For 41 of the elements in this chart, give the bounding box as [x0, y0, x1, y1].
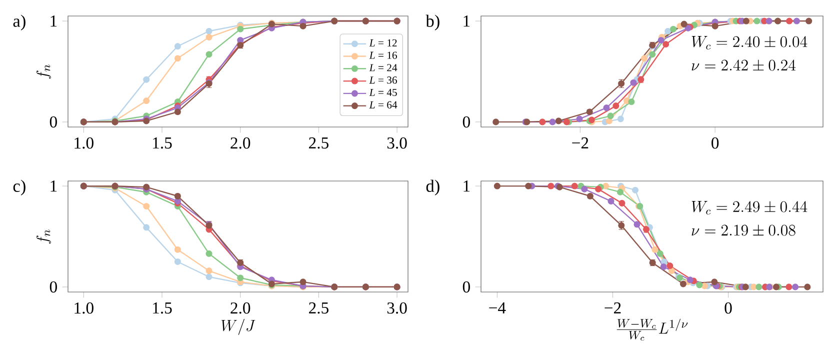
x-tick-label: 1.0: [74, 137, 94, 149]
x-tick-label: 3.0: [387, 137, 407, 149]
legend-label: L = 45: [369, 88, 397, 96]
chart-title: d): [426, 180, 440, 196]
x-tick-label: 1.5: [153, 302, 172, 314]
y-tick-label: 1: [464, 16, 470, 27]
x-axis-title: $\frac{W-W_c}{W_c}L^{1/\nu}$: [616, 318, 688, 341]
x-tick-label: 0: [712, 137, 719, 149]
chart-title: c): [13, 180, 26, 196]
x-tick-label: 1.0: [74, 302, 94, 314]
x-tick-label: 2.5: [309, 137, 328, 149]
x-tick-label: 2.5: [309, 302, 328, 314]
legend-label: L = 12: [369, 39, 397, 46]
x-tick-label: −2: [572, 137, 588, 148]
x-tick-label: 2.0: [230, 137, 250, 149]
y-tick-label: 0: [50, 281, 57, 293]
legend-label: L = 36: [369, 76, 397, 84]
annotation: $W_c = 2.40 \pm 0.04$: [692, 36, 808, 50]
y-tick-label: 0: [50, 116, 57, 128]
x-axis-title: $W/J$: [221, 318, 256, 335]
x-tick-label: −4: [489, 302, 506, 314]
x-tick-label: 1.5: [153, 137, 172, 149]
x-tick-label: 0: [724, 302, 732, 314]
y-tick-label: 0: [462, 281, 470, 293]
x-tick-label: 3.0: [387, 302, 407, 314]
legend-label: L = 16: [369, 52, 397, 59]
legend-label: L = 64: [369, 101, 398, 108]
annotation: $W_c = 2.49 \pm 0.44$: [692, 200, 808, 214]
x-tick-label: −2: [604, 302, 621, 314]
x-tick-label: 2.0: [230, 302, 250, 314]
y-tick-label: 1: [50, 16, 57, 27]
chart-title: a): [13, 14, 26, 30]
y-tick-label: 0: [462, 116, 470, 128]
y-axis-title: $f_n$: [36, 230, 51, 244]
y-tick-label: 1: [50, 180, 57, 192]
y-axis-title: $f_n$: [36, 64, 51, 79]
chart-title: b): [426, 14, 440, 30]
annotation: $\nu = 2.42 \pm 0.24$: [692, 60, 796, 71]
legend-label: L = 24: [369, 64, 398, 72]
y-tick-label: 1: [464, 180, 470, 192]
annotation: $\nu = 2.19 \pm 0.08$: [692, 224, 796, 236]
